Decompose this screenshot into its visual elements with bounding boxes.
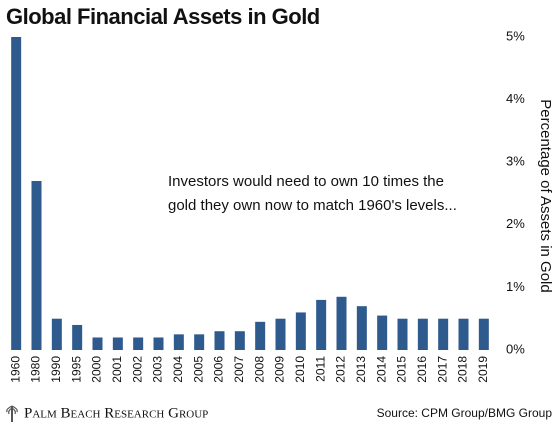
y-tick-label: 3%: [506, 154, 525, 169]
y-tick-label: 2%: [506, 216, 525, 231]
bar: [316, 299, 327, 350]
x-tick-label: 2014: [374, 356, 388, 383]
x-tick-label: 2009: [273, 356, 287, 383]
bar: [458, 318, 469, 350]
x-tick-label: 1995: [69, 356, 83, 383]
bar: [397, 318, 408, 350]
bar: [31, 180, 42, 350]
x-tick-label: 2007: [232, 356, 246, 383]
x-tick-label: 2018: [456, 356, 470, 383]
x-tick-label: 2006: [212, 356, 226, 383]
x-tick-label: 2012: [334, 356, 348, 383]
chart-title: Global Financial Assets in Gold: [6, 4, 320, 29]
bar: [214, 331, 225, 350]
logo-icon: [6, 405, 18, 422]
bar: [336, 296, 347, 350]
bar: [51, 318, 62, 350]
bar: [112, 337, 123, 350]
x-tick-label: 2019: [476, 356, 490, 383]
y-axis-title: Percentage of Assets in Gold: [537, 99, 554, 292]
bar: [377, 315, 388, 350]
bar: [417, 318, 428, 350]
bar: [295, 312, 306, 350]
y-tick-label: 5%: [506, 28, 525, 43]
bar: [275, 318, 286, 350]
bar: [438, 318, 449, 350]
x-tick-label: 2015: [395, 356, 409, 383]
bar: [356, 306, 367, 350]
bar: [478, 318, 489, 350]
x-tick-label: 1980: [29, 356, 43, 383]
x-tick-label: 2000: [90, 356, 104, 383]
y-tick-label: 0%: [506, 341, 525, 356]
bar: [11, 37, 22, 350]
bar: [92, 337, 103, 350]
bar: [234, 331, 245, 350]
bar: [72, 324, 83, 350]
x-tick-label: 2002: [130, 356, 144, 383]
x-tick-label: 2016: [415, 356, 429, 383]
logo-text: Palm Beach Research Group: [24, 405, 208, 421]
x-tick-label: 2017: [435, 356, 449, 383]
annotation: Investors would need to own 10 times the: [168, 173, 444, 190]
x-tick-label: 1990: [49, 356, 63, 383]
y-tick-label: 4%: [506, 91, 525, 106]
x-tick-label: 2008: [252, 356, 266, 383]
x-tick-label: 2001: [110, 356, 124, 383]
x-tick-label: 2005: [191, 356, 205, 383]
bar: [173, 334, 184, 350]
x-tick-label: 2011: [313, 356, 327, 382]
annotation: gold they own now to match 1960's levels…: [168, 197, 457, 214]
bar: [194, 334, 205, 350]
source: Source: CPM Group/BMG Group: [377, 406, 553, 420]
bar: [133, 337, 144, 350]
x-tick-label: 2010: [293, 356, 307, 383]
y-tick-label: 1%: [506, 279, 525, 294]
x-tick-label: 1960: [8, 356, 22, 383]
x-tick-label: 2013: [354, 356, 368, 383]
x-tick-label: 2004: [171, 356, 185, 383]
bar: [255, 321, 266, 350]
x-tick-label: 2003: [151, 356, 165, 383]
bar: [153, 337, 164, 350]
